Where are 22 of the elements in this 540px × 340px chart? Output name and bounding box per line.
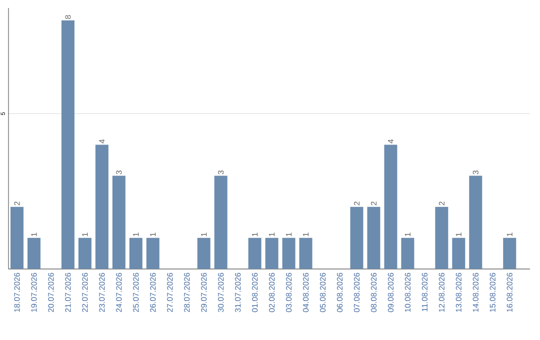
bar — [78, 238, 92, 269]
bar — [265, 238, 278, 269]
bar — [384, 144, 398, 269]
bar — [10, 206, 24, 269]
bar — [248, 238, 262, 269]
bar — [469, 176, 482, 269]
bar — [503, 238, 516, 269]
bar — [146, 238, 160, 269]
bar — [197, 238, 210, 269]
bar — [401, 238, 414, 269]
bar — [61, 20, 74, 269]
bar — [129, 238, 142, 269]
bar — [299, 238, 312, 269]
bar — [214, 176, 228, 269]
bar — [452, 238, 466, 269]
bar — [367, 206, 380, 269]
bar — [95, 144, 108, 269]
bar — [435, 206, 448, 269]
bar — [282, 238, 296, 269]
bar — [112, 176, 126, 269]
bar — [350, 206, 364, 269]
bar — [27, 238, 40, 269]
